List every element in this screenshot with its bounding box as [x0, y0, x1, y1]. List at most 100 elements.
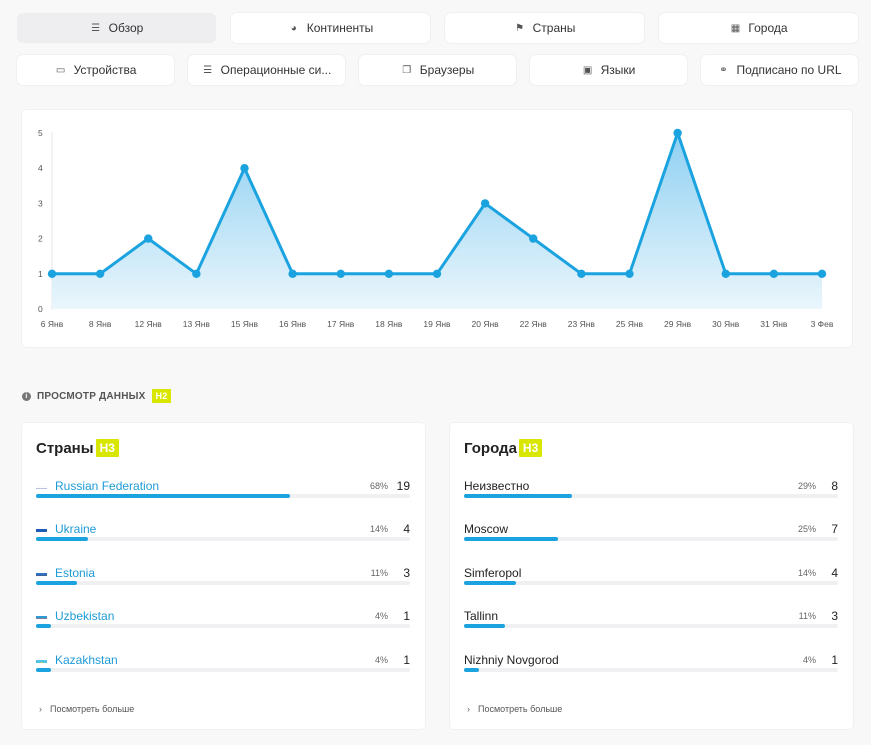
- tab-referrer-url[interactable]: ⚭ Подписано по URL: [701, 55, 858, 85]
- x-tick-label: 8 Янв: [89, 319, 112, 329]
- progress-fill: [464, 581, 517, 585]
- data-point[interactable]: [817, 269, 827, 278]
- item-name-link[interactable]: Uzbekistan: [55, 609, 115, 623]
- tab-label: Континенты: [306, 21, 374, 35]
- laptop-icon: ▭: [55, 64, 66, 76]
- tab-countries[interactable]: ⚑ Страны: [445, 13, 644, 43]
- tab-continents[interactable]: ◕ Континенты: [231, 13, 430, 43]
- item-name: Неизвестно: [464, 479, 530, 493]
- x-tick-label: 30 Янв: [712, 319, 740, 329]
- y-tick-label: 1: [38, 269, 43, 279]
- tab-devices[interactable]: ▭ Устройства: [17, 55, 174, 85]
- item-name-link[interactable]: Estonia: [55, 566, 96, 580]
- x-tick-label: 18 Янв: [375, 319, 403, 329]
- data-point[interactable]: [577, 269, 586, 278]
- tab-operating-systems[interactable]: ☰ Операционные си...: [188, 55, 345, 85]
- y-tick-label: 0: [38, 304, 43, 314]
- chevron-right-icon: ›: [467, 704, 470, 714]
- ru-flag-icon: [36, 481, 47, 489]
- y-tick-label: 5: [38, 128, 43, 138]
- item-count: 8: [831, 479, 838, 493]
- see-more-link[interactable]: › Посмотреть больше: [467, 704, 562, 714]
- data-point[interactable]: [721, 269, 730, 278]
- visits-chart-card: 0 1 2 3 4 5 6 Янв 8 Янв 12 Янв 13 Янв 15 Янв 16 Ян…: [22, 110, 852, 347]
- building-icon: ▦: [730, 22, 741, 34]
- tab-browsers[interactable]: ❐ Браузеры: [359, 55, 516, 85]
- x-tick-label: 13 Янв: [183, 319, 211, 329]
- item-name: Moscow: [464, 522, 509, 536]
- data-point[interactable]: [432, 269, 442, 278]
- list-item: Неизвестно 29% 8: [464, 479, 838, 509]
- progress-bar: [36, 494, 410, 498]
- item-name-link[interactable]: Kazakhstan: [55, 653, 118, 667]
- progress-bar: [464, 624, 838, 628]
- chevron-right-icon: ›: [39, 704, 42, 714]
- ee-flag-icon: [36, 568, 47, 576]
- language-icon: ▣: [582, 64, 593, 76]
- x-tick-label: 22 Янв: [520, 319, 548, 329]
- item-percent: 29%: [797, 481, 816, 491]
- data-point[interactable]: [625, 269, 634, 278]
- x-tick-label: 29 Янв: [664, 319, 692, 329]
- y-tick-label: 3: [38, 198, 43, 208]
- item-count: 3: [403, 566, 410, 580]
- data-point[interactable]: [769, 269, 779, 278]
- tab-languages[interactable]: ▣ Языки: [530, 55, 687, 85]
- flag-icon: ⚑: [515, 22, 525, 34]
- progress-bar: [36, 668, 410, 672]
- item-name-link[interactable]: Russian Federation: [55, 479, 160, 493]
- data-point[interactable]: [529, 234, 538, 243]
- list-item: Russian Federation 68% 19: [36, 479, 410, 509]
- data-point[interactable]: [144, 234, 153, 243]
- item-percent: 4%: [374, 611, 388, 621]
- item-percent: 68%: [369, 481, 388, 491]
- server-icon: ☰: [203, 64, 213, 76]
- tab-label: Подписано по URL: [736, 63, 842, 77]
- data-point[interactable]: [336, 269, 345, 278]
- x-tick-label: 6 Янв: [41, 319, 64, 329]
- heading-badge: H3: [518, 439, 543, 457]
- list-item: Kazakhstan 4% 1: [36, 653, 410, 683]
- item-count: 7: [831, 522, 838, 536]
- x-tick-label: 17 Янв: [327, 319, 355, 329]
- heading-badge: H2: [151, 389, 172, 403]
- info-icon: i: [22, 391, 31, 401]
- progress-bar: [464, 581, 838, 585]
- tab-label: Операционные си...: [220, 63, 332, 77]
- data-point[interactable]: [95, 269, 105, 278]
- list-item: Nizhniy Novgorod 4% 1: [464, 653, 838, 683]
- x-tick-label: 25 Янв: [616, 319, 644, 329]
- data-point[interactable]: [288, 269, 297, 278]
- cities-card: Города H3 Неизвестно 29% 8 Moscow 25% 7 Simfer…: [450, 423, 853, 729]
- x-tick-label: 31 Янв: [760, 319, 788, 329]
- progress-bar: [464, 537, 838, 541]
- progress-fill: [36, 581, 78, 585]
- progress-fill: [36, 537, 89, 541]
- list-item: Tallinn 11% 3: [464, 609, 838, 639]
- progress-fill: [464, 668, 479, 672]
- progress-bar: [36, 537, 410, 541]
- progress-bar: [464, 668, 838, 672]
- tab-overview[interactable]: ☰ Обзор: [17, 13, 216, 43]
- item-percent: 4%: [802, 655, 816, 665]
- see-more-label: Посмотреть больше: [478, 704, 563, 714]
- item-name-link[interactable]: Ukraine: [55, 522, 97, 536]
- data-point[interactable]: [192, 269, 201, 278]
- data-point[interactable]: [47, 269, 57, 278]
- progress-fill: [36, 494, 291, 498]
- progress-fill: [36, 668, 51, 672]
- data-point[interactable]: [384, 269, 394, 278]
- y-tick-label: 4: [38, 163, 43, 173]
- item-name: Simferopol: [464, 566, 522, 580]
- data-point[interactable]: [480, 199, 490, 208]
- section-title: ПРОСМОТР ДАННЫХ: [37, 390, 146, 402]
- x-tick-label: 19 Янв: [423, 319, 451, 329]
- item-count: 3: [831, 609, 838, 623]
- data-point[interactable]: [673, 128, 682, 138]
- area-fill: [52, 133, 822, 309]
- tab-cities[interactable]: ▦ Города: [659, 13, 858, 43]
- kz-flag-icon: [36, 655, 47, 663]
- data-point[interactable]: [240, 164, 249, 173]
- item-percent: 14%: [797, 568, 816, 578]
- see-more-link[interactable]: › Посмотреть больше: [39, 704, 134, 714]
